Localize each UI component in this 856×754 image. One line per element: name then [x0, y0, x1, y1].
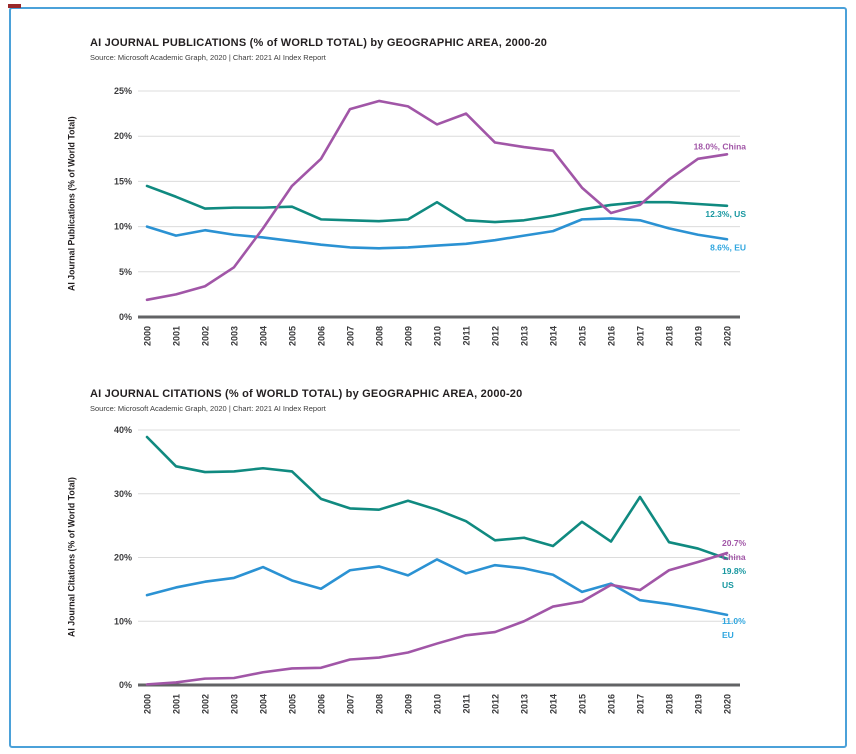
x-tick-label: 2017	[636, 326, 646, 346]
y-tick-label: 0%	[119, 680, 132, 690]
x-tick-label: 2000	[143, 694, 153, 714]
x-tick-label: 2004	[259, 326, 269, 346]
citations-chart-title: AI JOURNAL CITATIONS (% of WORLD TOTAL) …	[90, 388, 523, 400]
x-tick-label: 2013	[520, 326, 530, 346]
publications-chart-source: Source: Microsoft Academic Graph, 2020 |…	[90, 53, 326, 62]
x-tick-label: 2006	[317, 326, 327, 346]
x-tick-label: 2009	[404, 326, 414, 346]
series-line-china	[145, 99, 729, 302]
y-tick-label: 5%	[119, 267, 132, 277]
y-tick-label: 20%	[114, 553, 132, 563]
y-tick-label: 25%	[114, 86, 132, 96]
x-tick-label: 2016	[607, 694, 617, 714]
citations-chart-canvas: 0% 10% 20% 30% 40% 2000 2001 2002 2003 2004 2005 20…	[114, 425, 747, 714]
x-tick-label: 2017	[636, 694, 646, 714]
x-tick-label: 2012	[491, 694, 501, 714]
publications-chart-title: AI JOURNAL PUBLICATIONS (% of WORLD TOTA…	[90, 37, 548, 49]
publications-chart-canvas: 0% 5% 10% 15% 20% 25% 2000 2001 2002 2003 2004 2005…	[114, 86, 747, 346]
series-line-china	[145, 551, 729, 686]
y-tick-label: 30%	[114, 489, 132, 499]
y-tick-label: 40%	[114, 425, 132, 435]
y-tick-label: 15%	[114, 176, 132, 186]
x-tick-label: 2002	[201, 326, 211, 346]
x-tick-label: 2004	[259, 694, 269, 714]
x-tick-label: 2007	[346, 326, 356, 346]
series-end-label-us: 12.3%, US	[705, 209, 746, 219]
x-tick-label: 2001	[172, 694, 182, 714]
series-end-label-us: US	[722, 580, 734, 590]
x-tick-label: 2003	[230, 694, 240, 714]
x-tick-label: 2005	[288, 694, 298, 714]
x-tick-label: 2015	[578, 694, 588, 714]
x-tick-label: 2019	[694, 326, 704, 346]
x-tick-label: 2009	[404, 694, 414, 714]
y-tick-label: 0%	[119, 312, 132, 322]
x-tick-label: 2005	[288, 326, 298, 346]
x-tick-label: 2016	[607, 326, 617, 346]
y-tick-label: 10%	[114, 222, 132, 232]
series-end-label-china: 18.0%, China	[694, 141, 747, 151]
series-line-eu	[145, 558, 729, 617]
series-end-label-eu: EU	[722, 630, 734, 640]
x-tick-label: 2001	[172, 326, 182, 346]
x-tick-label: 2000	[143, 326, 153, 346]
series-end-label-china: China	[722, 552, 746, 562]
x-tick-label: 2006	[317, 694, 327, 714]
x-tick-label: 2014	[549, 694, 559, 714]
x-tick-label: 2010	[433, 694, 443, 714]
x-tick-label: 2015	[578, 326, 588, 346]
x-tick-label: 2014	[549, 326, 559, 346]
series-end-label-eu: 11.0%	[722, 616, 746, 626]
x-tick-label: 2012	[491, 326, 501, 346]
series-end-label-eu: 8.6%, EU	[710, 242, 746, 252]
x-tick-label: 2010	[433, 326, 443, 346]
y-tick-label: 10%	[114, 616, 132, 626]
series-line-eu	[145, 217, 729, 250]
x-tick-label: 2020	[723, 694, 733, 714]
x-tick-label: 2007	[346, 694, 356, 714]
series-end-label-us: 19.8%	[722, 566, 747, 576]
x-tick-label: 2011	[462, 694, 472, 714]
x-tick-label: 2018	[665, 326, 675, 346]
x-tick-label: 2008	[375, 694, 385, 714]
y-tick-label: 20%	[114, 131, 132, 141]
x-tick-label: 2019	[694, 694, 704, 714]
x-tick-label: 2002	[201, 694, 211, 714]
x-tick-label: 2020	[723, 326, 733, 346]
x-tick-label: 2013	[520, 694, 530, 714]
x-tick-label: 2003	[230, 326, 240, 346]
x-tick-label: 2011	[462, 326, 472, 346]
series-end-label-china: 20.7%	[722, 538, 747, 548]
series-line-us	[145, 435, 729, 561]
x-tick-label: 2018	[665, 694, 675, 714]
series-line-us	[145, 184, 729, 224]
corner-crop-mark	[8, 4, 21, 8]
citations-chart-source: Source: Microsoft Academic Graph, 2020 |…	[90, 404, 326, 413]
x-tick-label: 2008	[375, 326, 385, 346]
